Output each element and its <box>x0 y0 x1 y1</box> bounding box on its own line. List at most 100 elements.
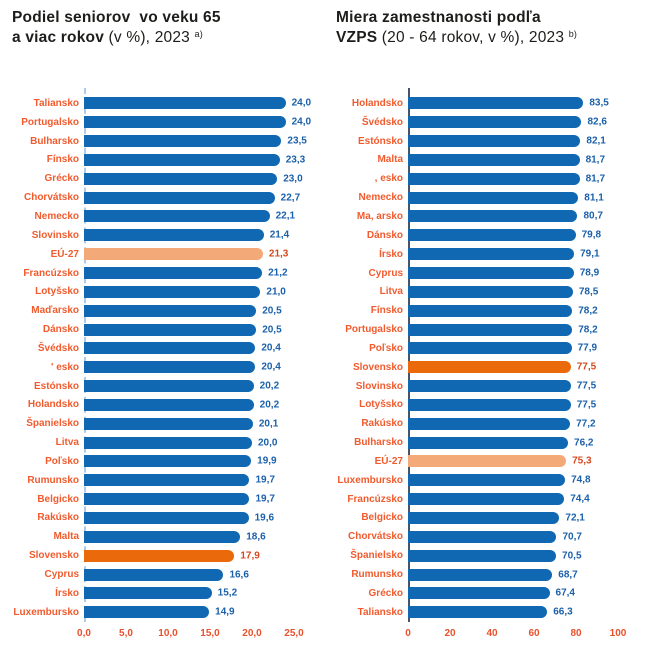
country-label: Švédsko <box>361 116 403 128</box>
country-label: Malta <box>53 531 79 543</box>
country-label: Francúzsko <box>347 493 403 505</box>
bar-value-label: 20,5 <box>262 305 282 317</box>
chart-row: Chorvátsko 70,7 <box>336 527 646 546</box>
bar <box>408 398 571 411</box>
bar-track: 20,2 <box>84 380 294 393</box>
bar-value-label: 83,5 <box>589 97 609 109</box>
bar <box>84 172 278 185</box>
chart-row: , esko 81,7 <box>336 169 646 188</box>
chart-row: Estónsko 82,1 <box>336 132 646 151</box>
bar-value-label: 21,3 <box>268 248 289 260</box>
chart-row: Portugalsko 24,0 <box>12 113 322 132</box>
bar <box>408 493 565 506</box>
country-label: Estónsko <box>357 135 403 147</box>
bar-track: 74,8 <box>408 474 618 487</box>
bar-value-label: 66,3 <box>553 606 573 618</box>
bar-value-label: 78,2 <box>578 324 598 336</box>
country-label: Španielsko <box>350 550 403 562</box>
bar-value-label: 79,8 <box>581 229 602 241</box>
chart-row: Írsko 15,2 <box>12 584 322 603</box>
x-axis: 0,0 5,0 10,0 15,0 20,0 25,0 <box>77 627 304 646</box>
bar-track: 68,7 <box>408 568 618 581</box>
chart-row: Bulharsko 76,2 <box>336 433 646 452</box>
country-label: Dánsko <box>366 229 403 241</box>
bar-track: 23,3 <box>84 153 305 166</box>
country-label: Slovensko <box>28 550 79 562</box>
bar-value-label: 72,1 <box>565 512 585 524</box>
chart-row: Fínsko 23,3 <box>12 151 322 170</box>
bar-track: 20,1 <box>84 417 294 430</box>
bar-value-label: 77,5 <box>576 399 597 411</box>
title-bold-line2: VZPS <box>336 29 378 47</box>
bar <box>408 417 571 430</box>
bar <box>408 116 582 129</box>
chart-row: Francúzsko 74,4 <box>336 490 646 509</box>
country-label: Fínsko <box>370 305 403 317</box>
country-label: Taliansko <box>357 606 403 618</box>
country-label: Portugalsko <box>345 324 403 336</box>
bar-track: 15,2 <box>84 587 294 600</box>
bar <box>84 568 224 581</box>
bar-track: 81,7 <box>408 172 618 185</box>
country-label: Cyprus <box>44 569 79 581</box>
country-label: , esko <box>374 173 403 185</box>
bar-track: 21,4 <box>84 229 294 242</box>
chart-row: Litva 78,5 <box>336 282 646 301</box>
bar-value-label: 17,9 <box>240 550 260 562</box>
bar-track: 19,6 <box>84 511 294 524</box>
bar-value-label: 24,0 <box>291 116 312 128</box>
chart-row: ' esko 20,4 <box>12 358 322 377</box>
chart-row: Nemecko 81,1 <box>336 188 646 207</box>
country-label: Litva <box>55 437 79 449</box>
employment-bar-chart: Holandsko 83,5 Švédsko 82,6 Estónsko 82,1 Malt… <box>336 88 646 646</box>
chart-row: Rakúsko 77,2 <box>336 414 646 433</box>
bar <box>408 210 578 223</box>
x-axis-tick-label: 20 <box>444 627 456 639</box>
bar-track: 23,5 <box>84 135 307 148</box>
chart-row: Litva 20,0 <box>12 433 322 452</box>
bar <box>84 606 210 619</box>
bar-track: 81,7 <box>408 153 618 166</box>
bar <box>408 191 579 204</box>
title-bold-line1: Podiel seniorov vo veku 65 <box>12 9 221 26</box>
bar-value-label: 20,0 <box>258 437 278 449</box>
x-axis-tick-label: 40 <box>486 627 498 639</box>
chart-row: Fínsko 78,2 <box>336 301 646 320</box>
country-label: Portugalsko <box>21 116 79 128</box>
chart-row: Cyprus 16,6 <box>12 565 322 584</box>
bar <box>408 135 581 148</box>
chart-row: Lotyšsko 77,5 <box>336 396 646 415</box>
country-label: Belgicko <box>37 493 79 505</box>
bar <box>408 285 573 298</box>
bar-value-label: 18,6 <box>246 531 266 543</box>
country-label: EÚ-27 <box>374 455 403 467</box>
country-label: Maďarsko <box>31 305 79 317</box>
bar <box>84 436 252 449</box>
chart-row: Bulharsko 23,5 <box>12 132 322 151</box>
bar-value-label: 78,9 <box>579 267 600 279</box>
bar-track: 20,4 <box>84 342 294 355</box>
bar <box>408 568 553 581</box>
bar <box>84 116 286 129</box>
title-footnote-marker: b) <box>568 29 578 40</box>
country-label: Španielsko <box>26 418 79 430</box>
bar-track: 80,7 <box>408 210 618 223</box>
chart-row: EÚ-27 75,3 <box>336 452 646 471</box>
seniors-chart-title: Podiel seniorov vo veku 65 a viac rokov (… <box>12 8 322 50</box>
country-label: Holandsko <box>27 399 79 411</box>
chart-row: Švédsko 82,6 <box>336 113 646 132</box>
chart-row: EÚ-27 21,3 <box>12 245 322 264</box>
bar <box>84 323 257 336</box>
bar-value-label: 16,6 <box>229 569 249 581</box>
bar-track: 21,3 <box>84 248 294 261</box>
chart-row: Luxembursko 74,8 <box>336 471 646 490</box>
bar-track: 82,6 <box>408 116 618 129</box>
country-label: Bulharsko <box>30 135 79 147</box>
x-axis-tick-label: 5,0 <box>119 627 133 639</box>
bar-track: 23,0 <box>84 172 303 185</box>
bar-value-label: 24,0 <box>291 97 312 109</box>
seniors-chart-panel: Podiel seniorov vo veku 65 a viac rokov (… <box>12 8 322 646</box>
country-label: Lotyšsko <box>359 399 403 411</box>
bar-track: 14,9 <box>84 606 294 619</box>
bar-value-label: 81,1 <box>584 192 604 204</box>
